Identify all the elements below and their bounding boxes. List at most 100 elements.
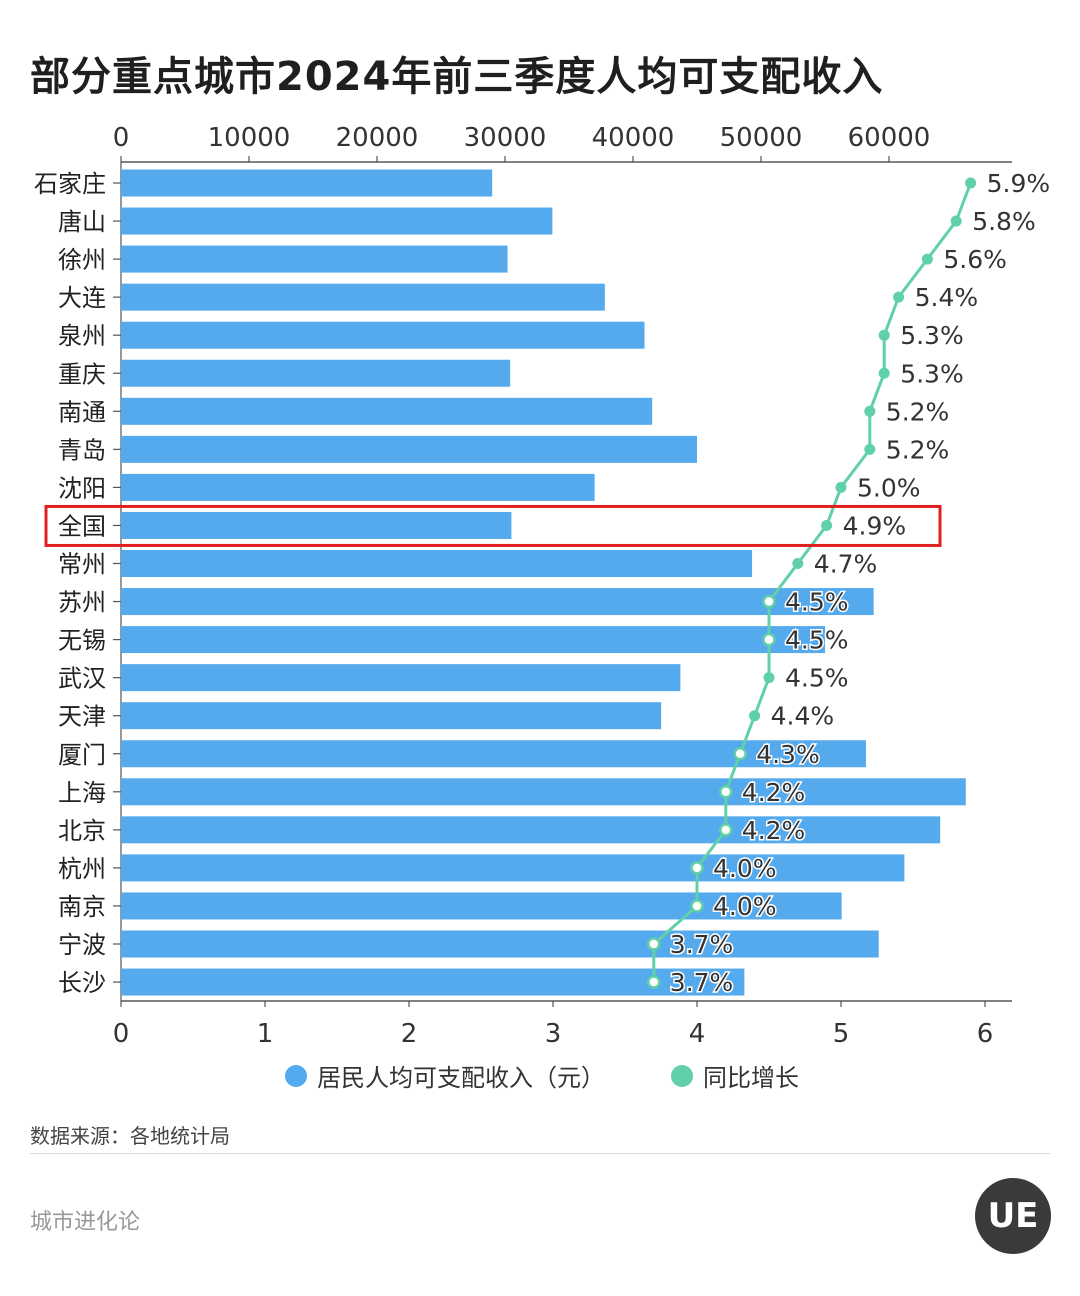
- growth-line: [652, 182, 973, 983]
- legend-swatch-growth: [671, 1064, 693, 1087]
- top-tick-label: 60000: [848, 123, 931, 153]
- highlight-box: [44, 504, 942, 547]
- growth-label: 4.9%: [843, 511, 907, 540]
- growth-point: [878, 367, 890, 379]
- divider: [30, 1153, 1050, 1154]
- category-label: 沈阳: [58, 474, 106, 502]
- legend-item-income: 居民人均可支配收入（元）: [285, 1058, 605, 1093]
- growth-label: 4.2%: [742, 816, 806, 845]
- growth-label: 4.3%: [756, 740, 820, 769]
- growth-label: 4.0%: [713, 854, 777, 883]
- growth-label: 5.6%: [943, 245, 1007, 274]
- growth-point: [878, 329, 890, 341]
- bottom-tick-label: 1: [257, 1019, 274, 1049]
- category-label: 唐山: [58, 208, 106, 236]
- category-label: 无锡: [58, 627, 106, 655]
- bar: [121, 169, 493, 197]
- bar: [121, 968, 745, 996]
- category-label: 厦门: [58, 741, 106, 769]
- bar: [121, 702, 662, 730]
- brand-name: 城市进化论: [30, 1210, 141, 1235]
- category-label: 石家庄: [34, 170, 106, 198]
- category-label: 青岛: [58, 436, 106, 464]
- growth-label: 5.2%: [886, 397, 950, 426]
- bar: [121, 892, 842, 920]
- growth-point: [690, 861, 704, 875]
- growth-point: [647, 937, 661, 951]
- top-tick-label: 10000: [208, 123, 291, 153]
- growth-point: [762, 594, 776, 609]
- growth-label: 5.8%: [972, 207, 1036, 236]
- brand-logo: UE: [975, 1178, 1051, 1254]
- growth-label: 4.5%: [785, 626, 849, 655]
- legend-swatch-income: [285, 1064, 307, 1087]
- bar: [121, 435, 697, 463]
- category-label: 天津: [58, 703, 106, 731]
- growth-point: [864, 405, 876, 417]
- growth-point: [719, 785, 733, 799]
- growth-point: [893, 291, 905, 303]
- bar: [121, 854, 905, 882]
- bottom-tick-label: 5: [833, 1019, 850, 1049]
- category-label: 大连: [58, 284, 106, 312]
- chart-title: 部分重点城市2024年前三季度人均可支配收入: [30, 54, 884, 100]
- bar: [121, 473, 595, 501]
- growth-label: 5.0%: [857, 473, 921, 502]
- bar: [121, 207, 553, 235]
- growth-label: 5.4%: [915, 283, 979, 312]
- growth-label: 3.7%: [670, 930, 734, 959]
- source-note: 数据来源：各地统计局: [30, 1124, 230, 1148]
- growth-label: 4.0%: [713, 892, 777, 921]
- bar: [121, 740, 866, 768]
- category-label: 徐州: [58, 246, 106, 274]
- legend-label-income: 居民人均可支配收入（元）: [317, 1064, 605, 1092]
- bottom-tick-label: 0: [113, 1019, 130, 1049]
- bar: [121, 245, 508, 273]
- growth-point: [763, 672, 775, 684]
- growth-point: [749, 710, 761, 722]
- growth-point: [965, 177, 977, 189]
- growth-point: [921, 253, 933, 265]
- top-tick-label: 40000: [592, 123, 675, 153]
- category-label: 泉州: [58, 322, 106, 350]
- category-label: 重庆: [58, 360, 106, 388]
- bar: [121, 283, 605, 311]
- category-label: 南京: [58, 893, 106, 921]
- category-label: 全国: [58, 512, 106, 540]
- bar: [121, 550, 753, 577]
- category-label: 宁波: [58, 931, 106, 959]
- bar: [121, 626, 825, 654]
- growth-label: 5.3%: [900, 321, 964, 350]
- growth-label: 4.5%: [785, 664, 849, 693]
- growth-point: [733, 747, 747, 761]
- category-label: 长沙: [58, 969, 106, 997]
- growth-label: 3.7%: [670, 968, 734, 997]
- bar: [121, 664, 681, 692]
- legend: 居民人均可支配收入（元） 同比增长: [285, 1058, 799, 1093]
- bottom-tick-label: 6: [977, 1019, 994, 1049]
- growth-label: 5.2%: [886, 435, 950, 464]
- growth-label: 5.9%: [987, 169, 1051, 198]
- growth-point: [719, 823, 733, 837]
- category-label: 北京: [58, 817, 106, 845]
- growth-point: [864, 443, 876, 455]
- category-label: 南通: [58, 398, 106, 426]
- category-label: 上海: [58, 779, 106, 807]
- growth-point: [821, 519, 833, 531]
- bar: [121, 778, 966, 806]
- bar: [121, 397, 653, 425]
- bottom-tick-label: 2: [401, 1019, 418, 1049]
- top-tick-label: 50000: [720, 123, 803, 153]
- growth-label: 4.7%: [814, 550, 878, 579]
- growth-point: [950, 215, 962, 227]
- growth-point: [835, 481, 847, 493]
- bottom-tick-label: 4: [689, 1019, 706, 1049]
- bar: [121, 930, 879, 958]
- bottom-tick-label: 3: [545, 1019, 562, 1049]
- growth-label: 4.4%: [771, 702, 835, 731]
- top-tick-label: 0: [113, 123, 130, 153]
- top-tick-label: 30000: [464, 123, 547, 153]
- category-label: 常州: [58, 551, 106, 579]
- growth-label: 4.5%: [785, 588, 849, 617]
